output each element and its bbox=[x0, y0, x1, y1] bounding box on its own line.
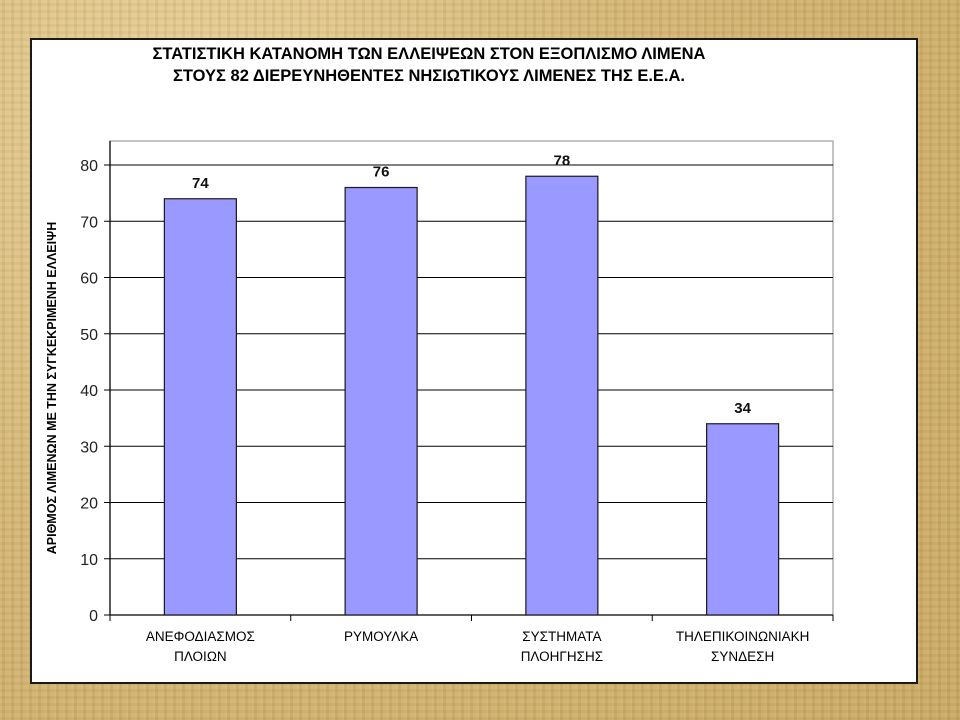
data-label: 74 bbox=[192, 175, 209, 192]
y-tick-label: 80 bbox=[80, 158, 98, 175]
x-tick-label: ΣΥΝΔΕΣΗ bbox=[711, 649, 774, 664]
bar bbox=[706, 423, 780, 616]
chart-title: ΣΤΑΤΙΣΤΙΚΗ ΚΑΤΑΝΟΜΗ ΤΩΝ ΕΛΛΕΙΨΕΩΝ ΣΤΟΝ Ε… bbox=[32, 43, 916, 87]
y-tick-label: 40 bbox=[80, 383, 98, 400]
bar bbox=[163, 198, 237, 616]
x-tick-label: ΠΛΟΗΓΗΣΗΣ bbox=[521, 649, 603, 664]
x-tick-label: ΑΝΕΦΟΔΙΑΣΜΟΣ bbox=[146, 629, 255, 644]
x-tick-label: ΡΥΜΟΥΛΚΑ bbox=[344, 629, 418, 644]
y-tick-label: 30 bbox=[80, 439, 98, 456]
data-label: 34 bbox=[734, 400, 751, 417]
y-tick-label: 10 bbox=[80, 552, 98, 569]
data-label: 78 bbox=[554, 152, 571, 169]
y-tick-label: 60 bbox=[80, 271, 98, 288]
bar bbox=[344, 186, 418, 616]
chart-panel: ΣΤΑΤΙΣΤΙΚΗ ΚΑΤΑΝΟΜΗ ΤΩΝ ΕΛΛΕΙΨΕΩΝ ΣΤΟΝ Ε… bbox=[30, 38, 918, 684]
x-tick-label: ΣΥΣΤΗΜΑΤΑ bbox=[522, 629, 601, 644]
y-tick-label: 50 bbox=[80, 327, 98, 344]
y-tick-label: 0 bbox=[89, 608, 98, 625]
data-label: 76 bbox=[373, 164, 390, 181]
y-tick-label: 70 bbox=[80, 214, 98, 231]
x-tick-label: ΤΗΛΕΠΙΚΟΙΝΩΝΙΑΚΗ bbox=[676, 629, 809, 644]
x-tick-label: ΠΛΟΙΩΝ bbox=[174, 649, 227, 664]
chart-title-line-2: ΣΤΟΥΣ 82 ΔΙΕΡΕΥΝΗΘΕΝΤΕΣ ΝΗΣΙΩΤΙΚΟΥΣ ΛΙΜΕ… bbox=[172, 67, 686, 85]
y-axis-label: ΑΡΙΘΜΟΣ ΛΙΜΕΝΩΝ ΜΕ ΤΗΝ ΣΥΓΚΕΚΡΙΜΕΝΗ ΕΛΛΕ… bbox=[45, 222, 59, 555]
y-tick-label: 20 bbox=[80, 496, 98, 513]
chart-title-line-1: ΣΤΑΤΙΣΤΙΚΗ ΚΑΤΑΝΟΜΗ ΤΩΝ ΕΛΛΕΙΨΕΩΝ ΣΤΟΝ Ε… bbox=[152, 45, 706, 63]
bar-chart: 0 10 20 30 40 50 60 70 80 74 ΑΝΕΦΟΔΙΑΣΜΟΣ ΠΛΟΙΩΝ 76 Ρ… bbox=[45, 140, 834, 664]
bar bbox=[525, 175, 599, 616]
